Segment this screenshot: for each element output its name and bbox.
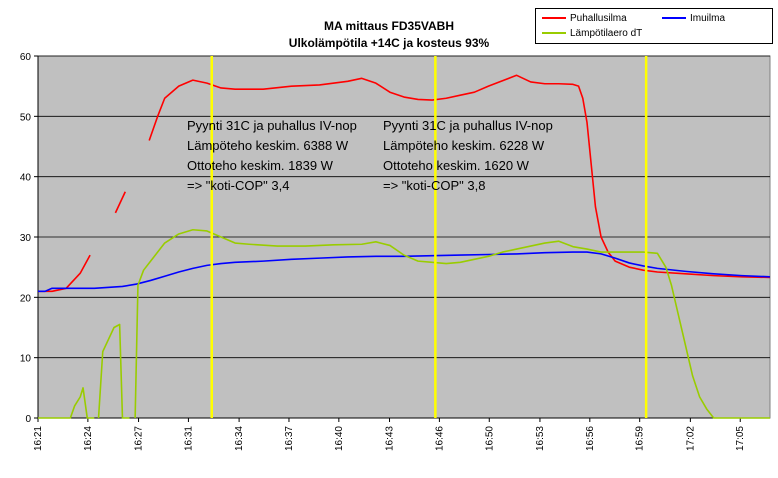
legend-swatch-green bbox=[542, 32, 566, 35]
y-tick-label: 50 bbox=[20, 112, 32, 123]
legend-label: Puhallusilma bbox=[570, 13, 627, 24]
x-tick-label: 17:05 bbox=[735, 426, 746, 451]
legend-swatch-red bbox=[542, 17, 566, 20]
chart-title: MA mittaus FD35VABH bbox=[323, 19, 454, 33]
x-tick-label: 16:37 bbox=[284, 426, 295, 451]
series-line-1 bbox=[114, 191, 127, 214]
annotation-2: Pyynti 31C ja puhallus IV-nop Lämpöteho … bbox=[383, 116, 553, 196]
y-tick-label: 30 bbox=[20, 233, 32, 244]
y-tick-label: 40 bbox=[20, 173, 32, 184]
legend-item-puhallusilma: Puhallusilma bbox=[542, 13, 627, 25]
x-tick-label: 16:46 bbox=[434, 426, 445, 451]
x-tick-label: 16:24 bbox=[83, 426, 94, 451]
annotation-line: Lämpöteho keskim. 6228 W bbox=[383, 138, 545, 153]
x-tick-label: 16:40 bbox=[334, 426, 345, 451]
legend-swatch-blue bbox=[662, 17, 686, 20]
x-tick-label: 16:50 bbox=[484, 426, 495, 451]
legend-label: Imuilma bbox=[690, 13, 726, 24]
series-line-2 bbox=[38, 251, 771, 293]
x-tick-label: 16:56 bbox=[585, 426, 596, 451]
y-tick-label: 20 bbox=[20, 293, 32, 304]
x-tick-label: 17:02 bbox=[685, 426, 696, 451]
annotation-line: Ottoteho keskim. 1839 W bbox=[187, 158, 333, 173]
annotation-1: Pyynti 31C ja puhallus IV-nop Lämpöteho … bbox=[187, 116, 357, 196]
chart-subtitle: Ulkolämpötila +14C ja kosteus 93% bbox=[288, 36, 490, 50]
legend-item-imuilma: Imuilma bbox=[662, 13, 725, 25]
annotation-line: => "koti-COP" 3,4 bbox=[187, 178, 290, 193]
x-tick-label: 16:31 bbox=[183, 426, 194, 451]
y-tick-label: 10 bbox=[20, 354, 32, 365]
x-tick-label: 16:27 bbox=[134, 426, 145, 451]
annotation-line: Pyynti 31C ja puhallus IV-nop bbox=[187, 118, 357, 133]
x-tick-label: 16:21 bbox=[33, 426, 44, 451]
legend-item-lampotilaero: Lämpötilaero dT bbox=[542, 28, 642, 40]
grid-lines bbox=[38, 55, 770, 359]
y-tick-label: 60 bbox=[20, 52, 32, 63]
series-line-3 bbox=[97, 323, 130, 419]
x-axis: 16:21 16:24 16:27 16:31 16:34 16:37 16:40 16:43… bbox=[33, 417, 770, 451]
annotation-line: Pyynti 31C ja puhallus IV-nop bbox=[383, 118, 553, 133]
legend: Puhallusilma Imuilma Lämpötilaero dT bbox=[535, 8, 773, 44]
annotation-line: Lämpöteho keskim. 6388 W bbox=[187, 138, 349, 153]
annotation-line: Ottoteho keskim. 1620 W bbox=[383, 158, 529, 173]
y-axis: 0 10 20 30 40 50 60 bbox=[20, 52, 39, 425]
series-line-3 bbox=[38, 387, 95, 419]
vertical-markers bbox=[210, 56, 648, 418]
x-tick-label: 16:34 bbox=[234, 426, 245, 451]
series-line-1 bbox=[148, 74, 771, 279]
legend-label: Lämpötilaero dT bbox=[570, 28, 643, 39]
series-group bbox=[38, 74, 771, 419]
y-tick-label: 0 bbox=[25, 414, 31, 425]
x-tick-label: 16:59 bbox=[635, 426, 646, 451]
x-tick-label: 16:43 bbox=[385, 426, 396, 451]
x-tick-label: 16:53 bbox=[535, 426, 546, 451]
annotation-line: => "koti-COP" 3,8 bbox=[383, 178, 486, 193]
